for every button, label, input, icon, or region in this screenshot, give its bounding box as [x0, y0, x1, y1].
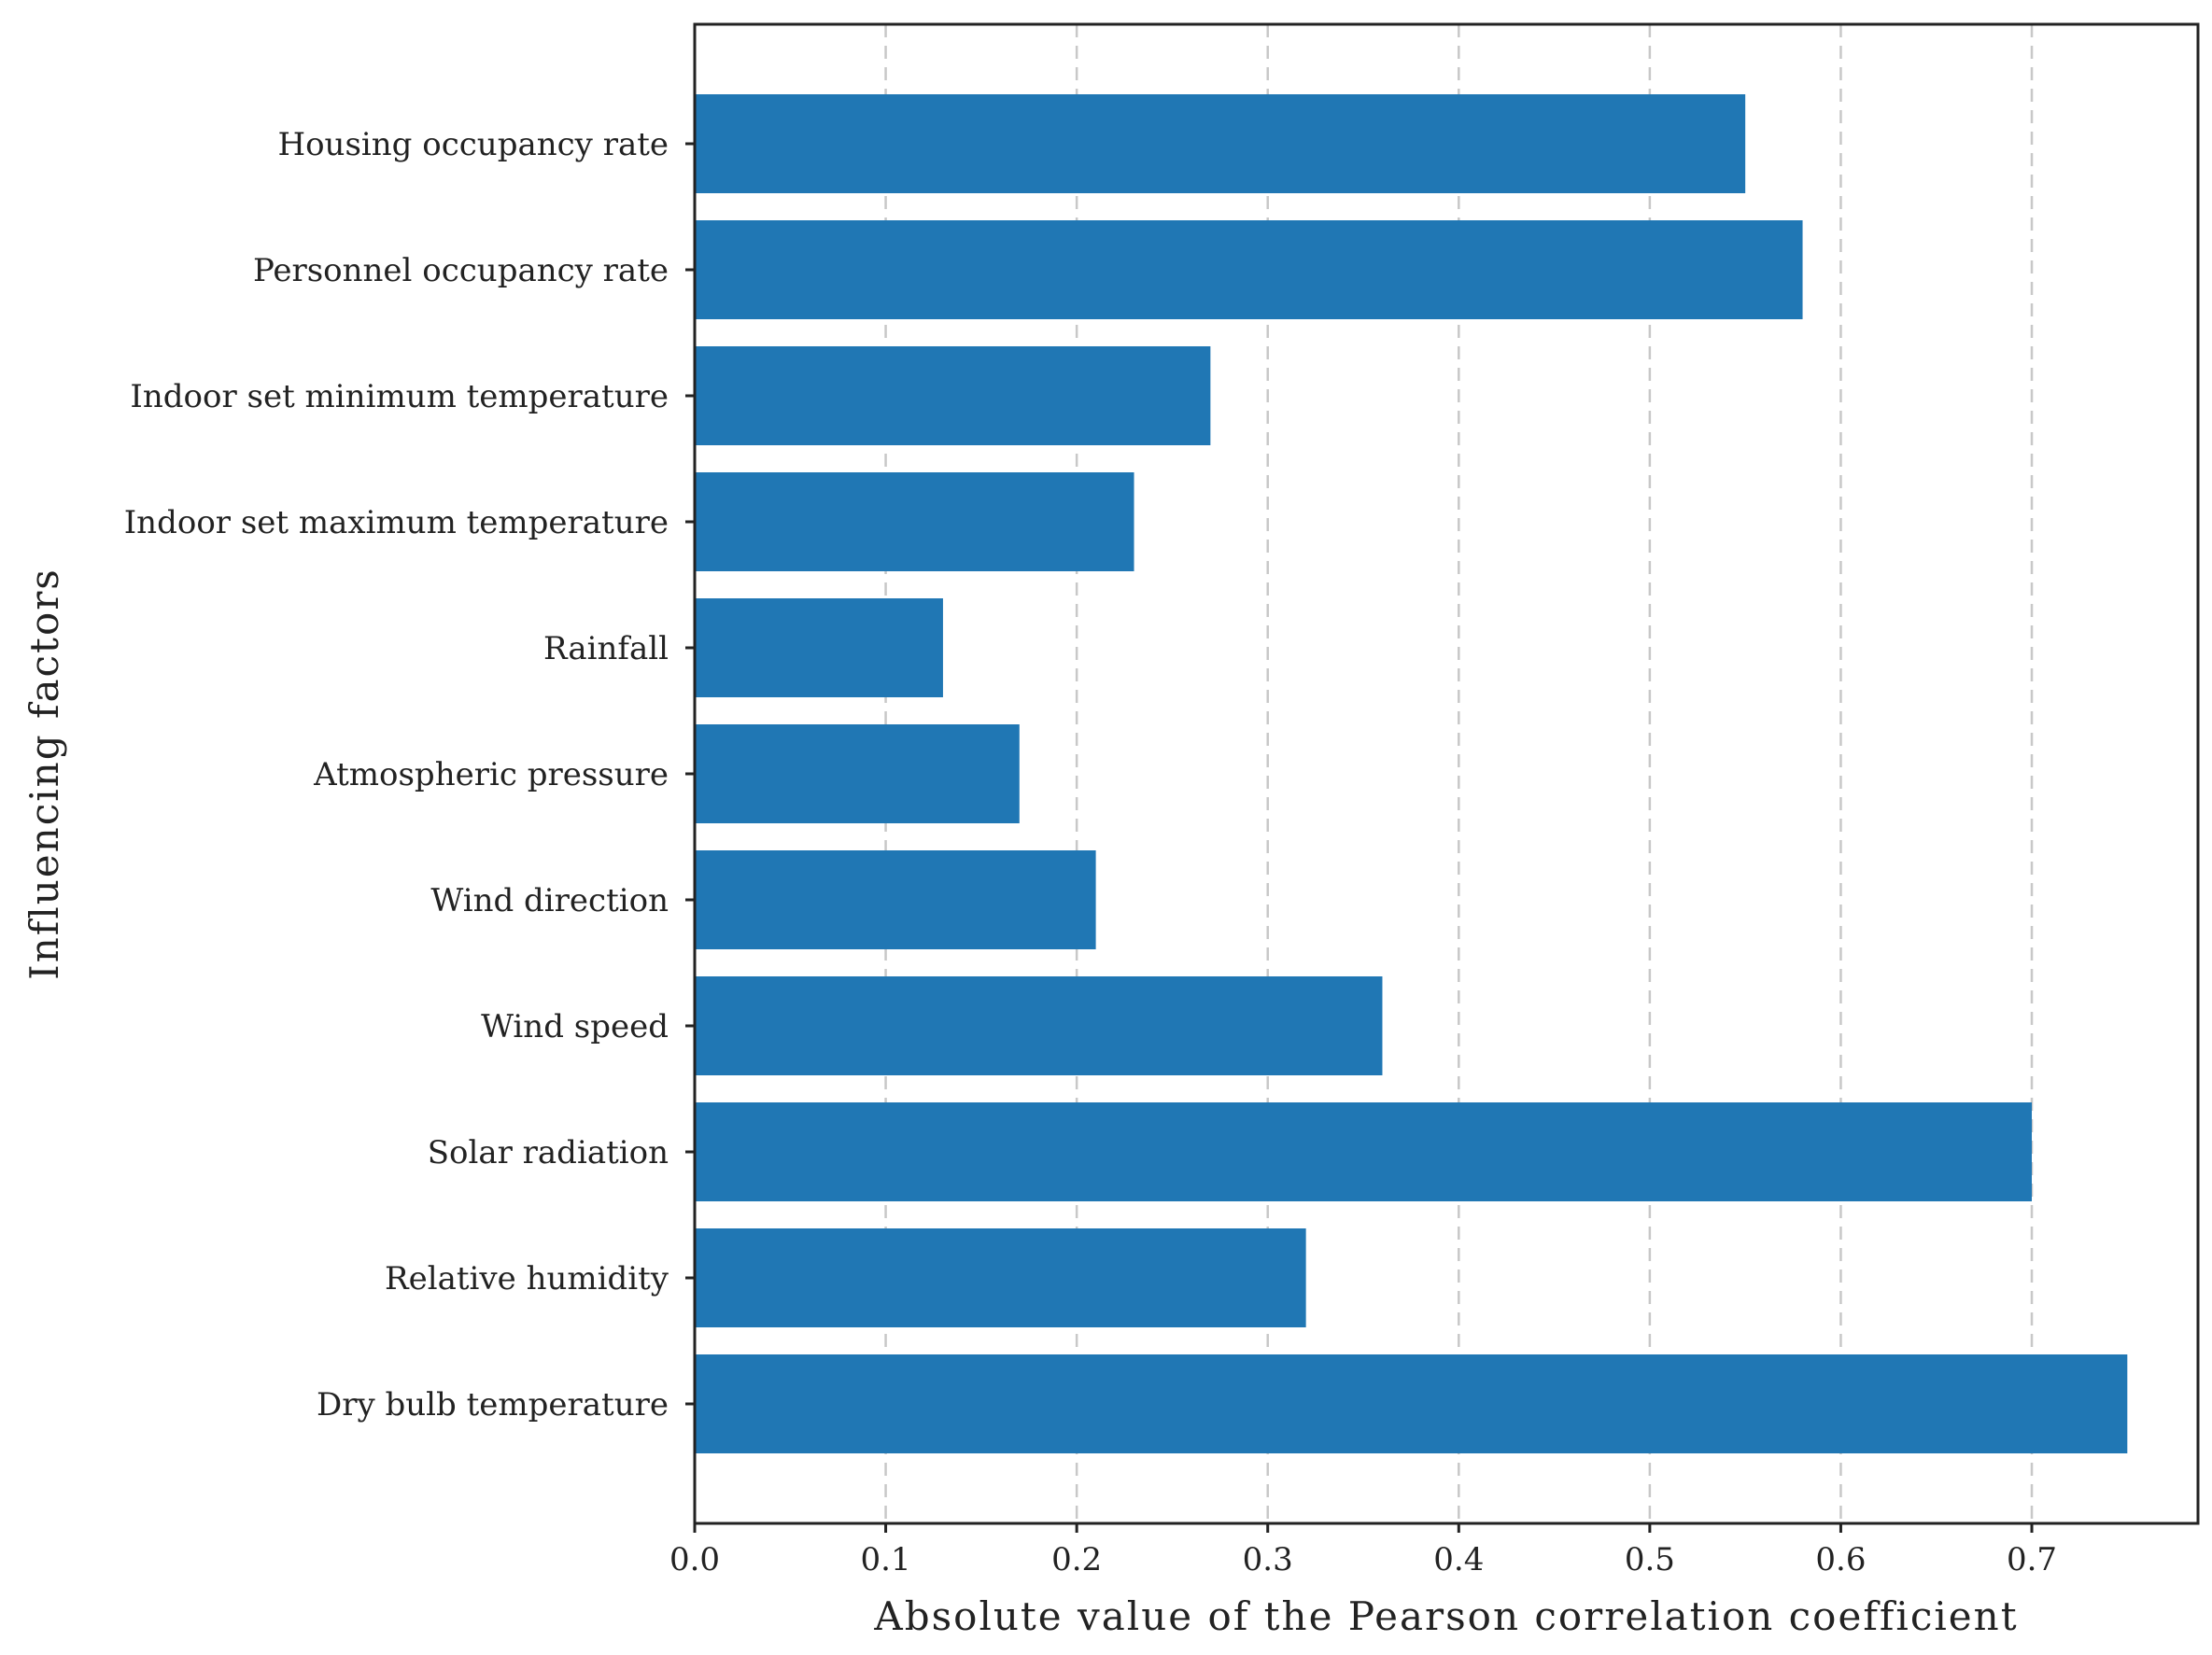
y-category-label: Indoor set minimum temperature — [130, 378, 669, 415]
y-category-label: Relative humidity — [385, 1260, 669, 1297]
y-category-label: Solar radiation — [428, 1134, 669, 1171]
y-category-label: Atmospheric pressure — [313, 756, 669, 793]
y-axis-ticks: Housing occupancy rate Personnel occupanc… — [124, 126, 695, 1424]
y-category-label: Rainfall — [543, 630, 669, 667]
y-category-label: Indoor set maximum temperature — [124, 504, 669, 541]
bar — [695, 1228, 1306, 1327]
x-tick-label: 0.0 — [669, 1541, 720, 1578]
x-tick-label: 0.5 — [1625, 1541, 1675, 1578]
x-tick-label: 0.7 — [2007, 1541, 2057, 1578]
y-axis-title: Influencing factors — [21, 568, 67, 980]
y-category-label: Wind speed — [481, 1008, 669, 1045]
bar — [695, 1354, 2128, 1453]
bar — [695, 346, 1211, 445]
bar — [695, 94, 1746, 193]
x-tick-label: 0.2 — [1051, 1541, 1102, 1578]
x-tick-label: 0.1 — [861, 1541, 911, 1578]
y-category-label: Dry bulb temperature — [317, 1386, 669, 1424]
bar — [695, 598, 943, 697]
bar — [695, 220, 1803, 319]
bar — [695, 1102, 2033, 1201]
x-axis-ticks: 0.0 0.1 0.2 0.3 0.4 0.5 0.6 0.7 — [669, 1523, 2057, 1578]
bar — [695, 724, 1020, 823]
bar — [695, 976, 1383, 1075]
bar — [695, 850, 1096, 949]
x-tick-label: 0.6 — [1815, 1541, 1866, 1578]
x-tick-label: 0.3 — [1243, 1541, 1293, 1578]
bars — [695, 94, 2128, 1453]
bar — [695, 472, 1134, 571]
x-axis-title: Absolute value of the Pearson correlatio… — [873, 1593, 2018, 1639]
y-category-label: Wind direction — [430, 882, 669, 919]
y-category-label: Personnel occupancy rate — [253, 252, 669, 289]
y-category-label: Housing occupancy rate — [277, 126, 669, 163]
x-tick-label: 0.4 — [1433, 1541, 1484, 1578]
